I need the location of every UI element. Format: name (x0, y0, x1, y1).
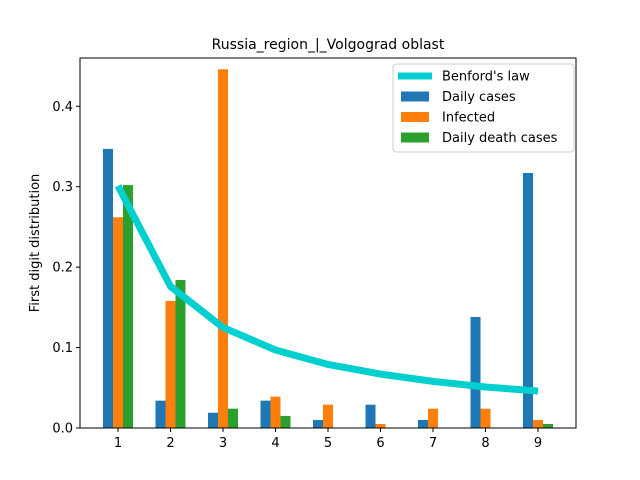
legend-daily-cases-label: Daily cases (442, 90, 516, 105)
bar-infected-1 (113, 217, 123, 428)
y-axis-label: First digit distribution (28, 174, 43, 313)
bar-infected-3 (218, 69, 228, 429)
bar-infected-4 (270, 396, 281, 428)
bar-daily-cases-5 (313, 419, 323, 428)
legend-daily-death-cases-label: Daily death cases (442, 131, 558, 146)
bar-daily-death-cases-2 (175, 280, 186, 428)
bar-daily-death-cases-1 (123, 185, 133, 428)
bar-daily-cases-1 (103, 148, 113, 429)
x-tick-label-5: 5 (324, 436, 332, 451)
bar-daily-cases-6 (365, 404, 376, 428)
x-axis: 1 2 3 4 5 6 7 8 9 (114, 428, 542, 451)
legend-daily-death-cases-swatch (401, 132, 429, 143)
bar-infected-8 (480, 408, 491, 428)
x-tick-label-9: 9 (534, 436, 542, 451)
x-tick-label-7: 7 (429, 436, 437, 451)
bar-daily-cases-3 (208, 412, 218, 428)
y-tick-label-0.0: 0.0 (52, 422, 73, 437)
x-tick-label-3: 3 (219, 436, 227, 451)
bars-layer (103, 69, 553, 429)
bar-daily-cases-2 (155, 400, 166, 428)
legend-infected-swatch (401, 112, 429, 122)
benford-line-layer (114, 184, 539, 395)
legend-benford-s-law-label: Benford's law (442, 70, 530, 85)
bar-infected-5 (323, 404, 333, 428)
x-tick-label-1: 1 (114, 436, 122, 451)
legend-daily-cases-swatch (401, 91, 429, 102)
benford-line (114, 184, 539, 395)
x-tick-label-6: 6 (376, 436, 384, 451)
bar-infected-2 (165, 300, 176, 428)
chart-title: Russia_region_|_Volgograd oblast (212, 37, 445, 53)
y-tick-label-0.2: 0.2 (52, 261, 73, 276)
bar-daily-death-cases-4 (280, 415, 291, 428)
bar-infected-6 (375, 423, 386, 428)
bar-daily-cases-7 (418, 419, 428, 428)
bar-daily-death-cases-9 (543, 423, 553, 428)
y-tick-label-0.3: 0.3 (52, 180, 73, 195)
bar-daily-cases-4 (260, 400, 271, 428)
y-axis: 0.0 0.1 0.2 0.3 0.4 (52, 100, 80, 437)
y-tick-label-0.4: 0.4 (52, 100, 73, 115)
legend-box (392, 63, 575, 153)
bar-infected-7 (428, 408, 438, 428)
x-tick-label-2: 2 (166, 436, 174, 451)
bar-daily-cases-9 (523, 173, 533, 428)
bar-daily-death-cases-3 (228, 408, 238, 428)
bar-daily-cases-8 (470, 317, 481, 428)
legend-infected-label: Infected (442, 111, 495, 126)
plot-frame (79, 57, 577, 429)
y-tick-label-0.1: 0.1 (52, 341, 73, 356)
x-tick-label-4: 4 (271, 436, 279, 451)
legend: Benford's law Daily cases Infected Daily de… (392, 63, 575, 153)
bar-infected-9 (533, 419, 543, 428)
x-tick-label-8: 8 (481, 436, 489, 451)
